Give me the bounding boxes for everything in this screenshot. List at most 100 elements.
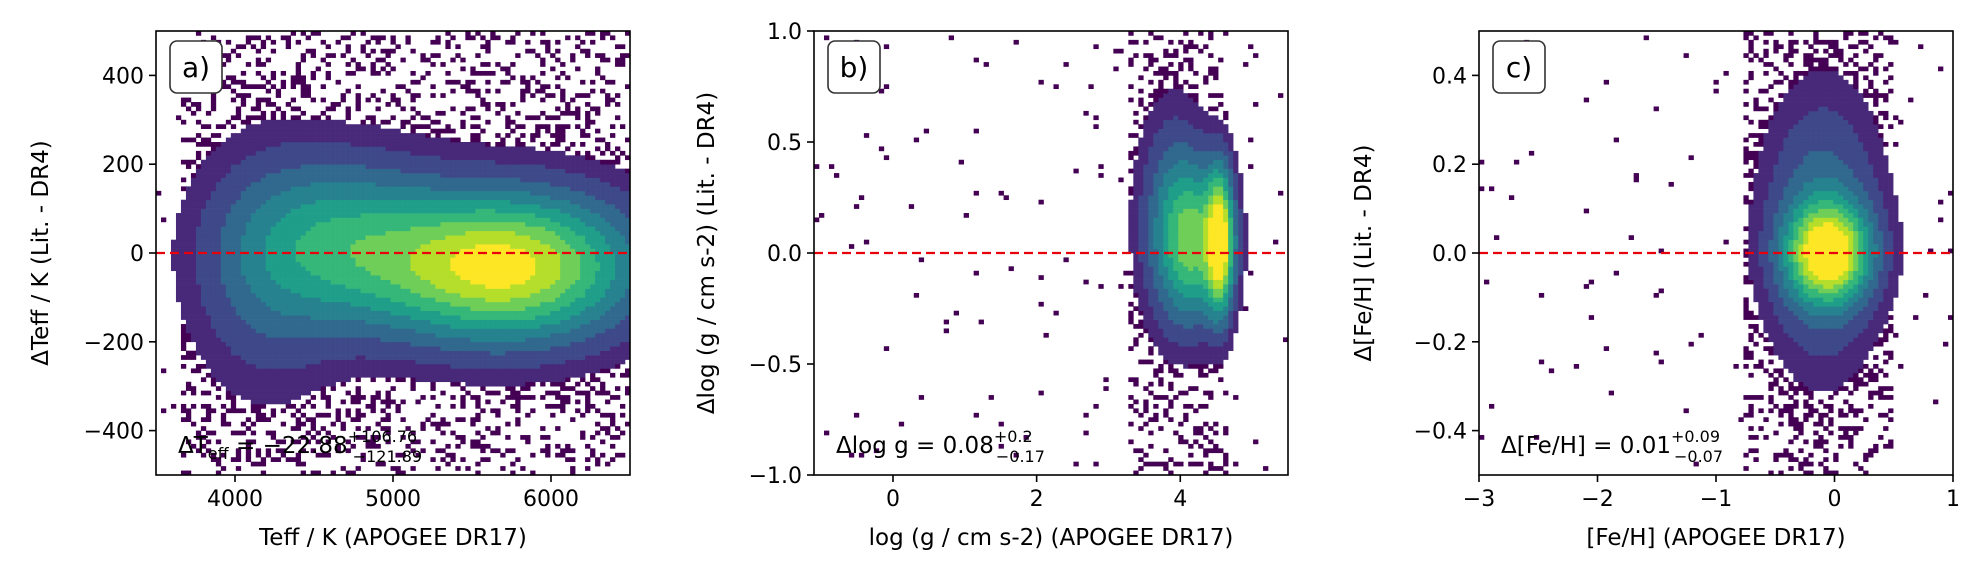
heatmap-cell	[290, 208, 297, 214]
heatmap-cell	[255, 301, 262, 307]
heatmap-cell	[400, 301, 406, 307]
heatmap-cell	[175, 226, 182, 232]
heatmap-cell	[360, 155, 366, 161]
heatmap-cell	[395, 368, 401, 374]
heatmap-cell	[340, 155, 346, 161]
heatmap-cell	[515, 346, 521, 351]
heatmap-cell	[510, 301, 516, 307]
heatmap-cell	[435, 173, 441, 178]
heatmap-cell	[400, 181, 406, 187]
heatmap-cell	[485, 332, 491, 338]
heatmap-cell	[315, 359, 321, 365]
heatmap-cell	[475, 146, 481, 152]
heatmap-cell	[180, 390, 187, 396]
heatmap-cell	[360, 226, 366, 232]
heatmap-cell	[510, 177, 516, 183]
heatmap-cell	[335, 177, 341, 183]
heatmap-cell	[255, 315, 262, 320]
heatmap-cell	[405, 199, 411, 205]
heatmap-cell	[385, 199, 391, 205]
heatmap-cell	[435, 261, 441, 267]
heatmap-cell	[510, 119, 516, 125]
heatmap-cell	[315, 244, 321, 249]
heatmap-cell	[240, 346, 247, 351]
heatmap-cell	[295, 186, 301, 192]
heatmap-cell	[275, 195, 282, 201]
heatmap-cell	[480, 221, 486, 227]
heatmap-cell	[345, 275, 351, 280]
heatmap-cell	[485, 177, 491, 183]
heatmap-cell	[440, 279, 446, 285]
heatmap-cell	[475, 412, 481, 418]
heatmap-cell	[450, 88, 456, 94]
heatmap-cell	[525, 173, 531, 178]
heatmap-cell	[315, 341, 321, 347]
heatmap-cell	[370, 377, 376, 383]
heatmap-cell	[310, 279, 316, 285]
heatmap-cell	[295, 359, 301, 365]
heatmap-cell	[275, 306, 282, 312]
heatmap-cell	[530, 164, 536, 169]
heatmap-cell	[375, 137, 381, 143]
heatmap-cell	[360, 297, 366, 303]
heatmap-cell	[265, 137, 272, 143]
heatmap-cell	[540, 337, 546, 343]
heatmap-cell	[395, 301, 401, 307]
heatmap-cell	[515, 421, 521, 427]
heatmap-cell	[315, 319, 321, 325]
heatmap-cell	[215, 292, 222, 298]
heatmap-cell	[365, 364, 371, 369]
heatmap-cell	[360, 270, 366, 276]
heatmap-cell	[330, 435, 336, 440]
heatmap-cell	[500, 332, 506, 338]
heatmap-cell	[380, 328, 386, 334]
heatmap-cell	[490, 217, 496, 223]
heatmap-cell	[500, 213, 506, 218]
heatmap-cell	[435, 53, 441, 58]
heatmap-cell	[385, 142, 391, 147]
heatmap-cell	[265, 341, 272, 347]
heatmap-cell	[475, 310, 481, 316]
heatmap-cell	[365, 324, 371, 329]
heatmap-cell	[310, 332, 316, 338]
heatmap-cell	[385, 288, 391, 294]
heatmap-cell	[235, 284, 242, 289]
heatmap-cell	[370, 244, 376, 249]
heatmap-cell	[510, 319, 516, 325]
heatmap-cell	[350, 399, 356, 405]
heatmap-cell	[395, 239, 401, 245]
heatmap-cell	[470, 79, 476, 85]
heatmap-cell	[510, 284, 516, 289]
heatmap-cell	[305, 292, 311, 298]
heatmap-cell	[285, 239, 292, 245]
heatmap-cell	[345, 35, 351, 41]
heatmap-cell	[410, 137, 416, 143]
heatmap-cell	[495, 261, 501, 267]
heatmap-cell	[360, 137, 366, 143]
heatmap-cell	[190, 204, 197, 209]
heatmap-cell	[355, 124, 361, 129]
heatmap-cell	[260, 257, 267, 263]
heatmap-cell	[270, 217, 277, 223]
heatmap-cell	[420, 75, 426, 81]
heatmap-cell	[240, 208, 247, 214]
heatmap-cell	[415, 284, 421, 289]
heatmap-cell	[250, 164, 257, 169]
heatmap-cell	[530, 315, 536, 320]
heatmap-cell	[245, 146, 252, 152]
heatmap-cell	[220, 208, 227, 214]
heatmap-cell	[270, 115, 277, 121]
heatmap-cell	[315, 452, 321, 458]
heatmap-cell	[285, 244, 292, 249]
heatmap-cell	[215, 124, 222, 129]
heatmap-cell	[235, 328, 242, 334]
heatmap-cell	[445, 279, 451, 285]
heatmap-cell	[525, 381, 531, 387]
heatmap-cell	[425, 226, 431, 232]
heatmap-cell	[225, 297, 232, 303]
heatmap-cell	[200, 164, 207, 169]
heatmap-cell	[340, 257, 346, 263]
heatmap-cell	[350, 310, 356, 316]
heatmap-cell	[495, 88, 501, 94]
heatmap-cell	[460, 403, 466, 409]
